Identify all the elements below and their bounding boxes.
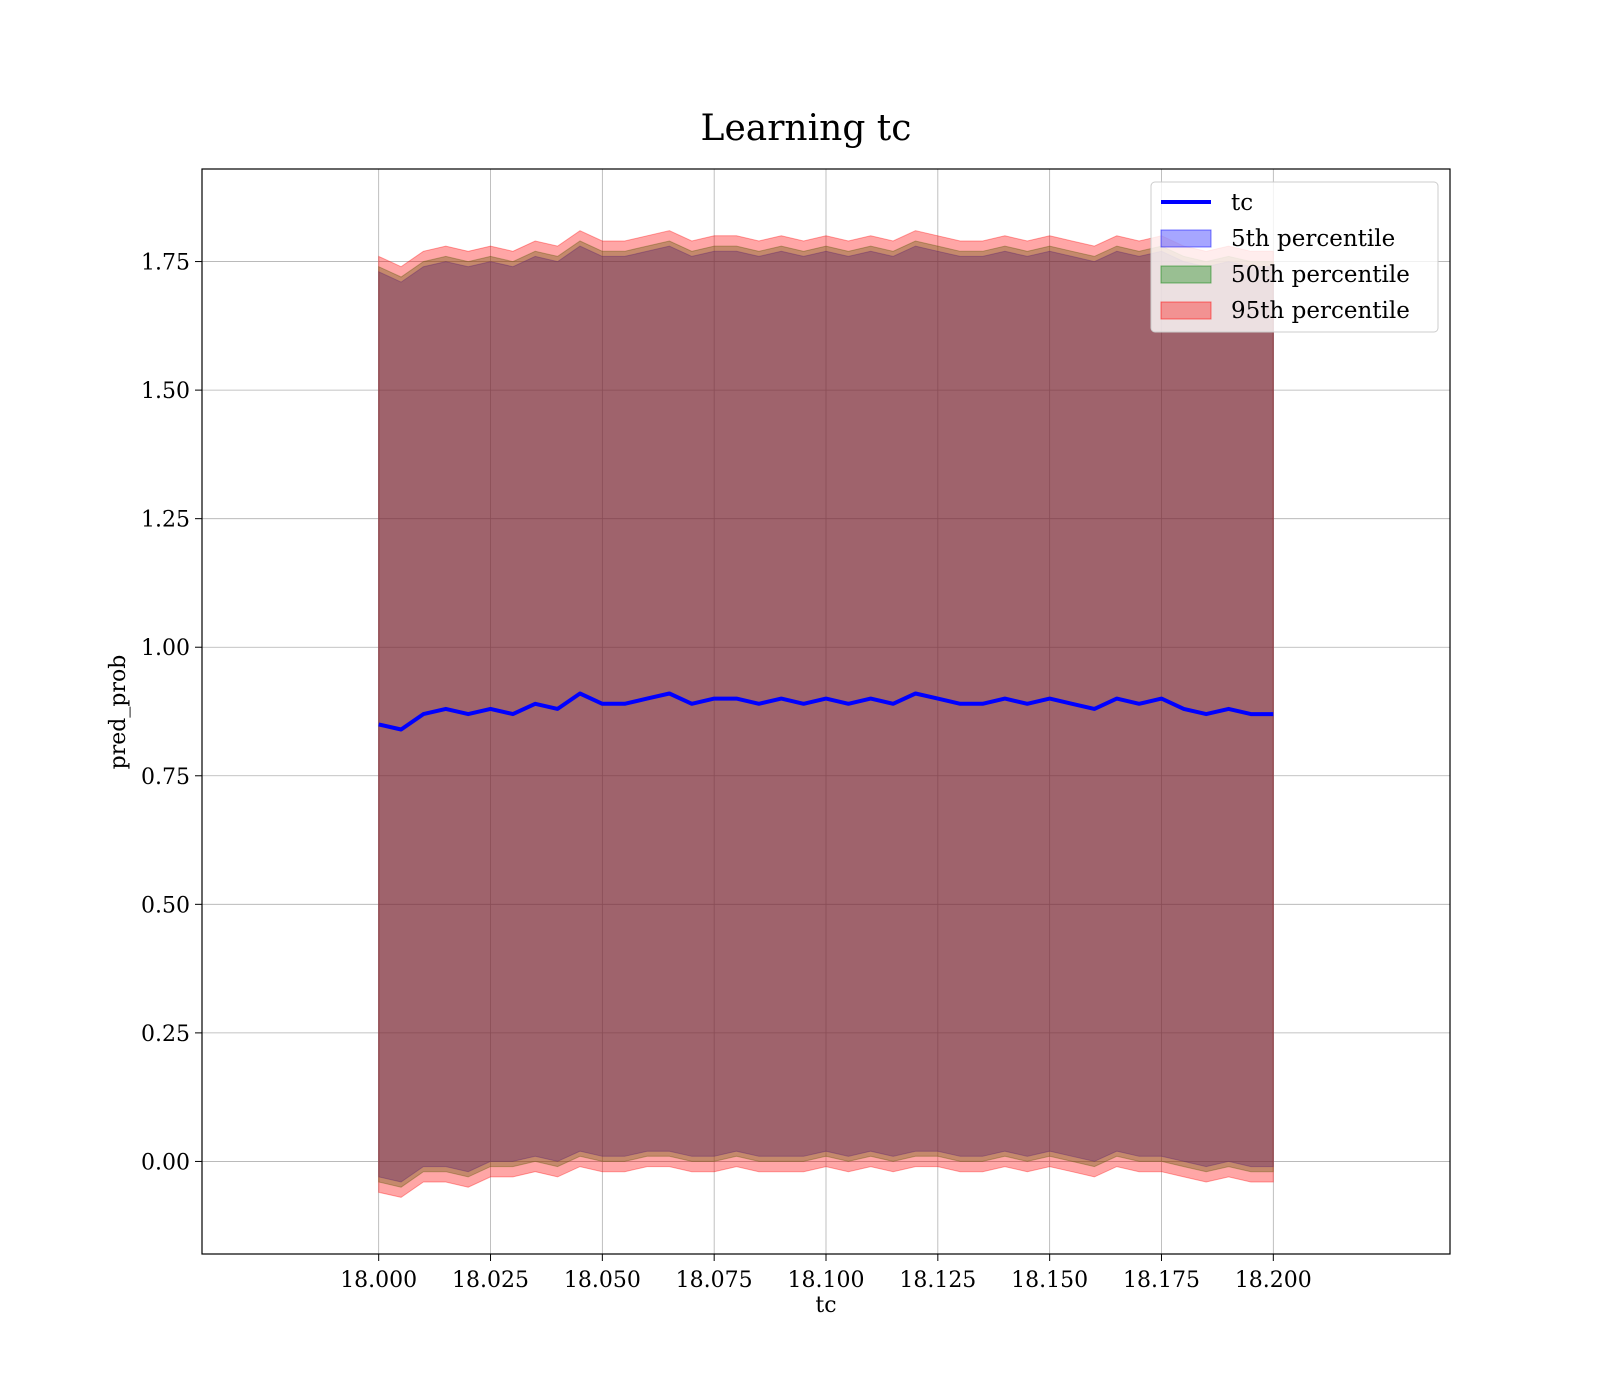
x-tick-label: 18.100 <box>788 1268 865 1293</box>
y-tick-label: 1.50 <box>141 379 190 404</box>
legend-label: tc <box>1231 190 1253 216</box>
legend-swatch-band <box>1160 301 1212 320</box>
band-95th-percentile <box>378 230 1274 1198</box>
y-tick-label: 0.75 <box>141 765 190 790</box>
percentile-bands <box>378 230 1274 1198</box>
legend-swatch-band <box>1160 229 1212 248</box>
x-tick-label: 18.025 <box>452 1268 529 1293</box>
grid-lines <box>202 169 1450 1254</box>
y-tick-label: 0.50 <box>141 893 190 918</box>
series-lines <box>378 691 1274 732</box>
line-series-tc <box>378 691 1274 732</box>
x-axis-ticks: 18.000 18.025 18.050 18.075 18.100 18.125 18.1… <box>340 1254 1312 1293</box>
x-tick-label: 18.000 <box>340 1268 417 1293</box>
legend: tc 5th percentile 50th percentile 95th perc… <box>1150 181 1439 333</box>
legend-label: 95th percentile <box>1231 298 1410 324</box>
legend-label: 5th percentile <box>1231 226 1395 252</box>
x-tick-label: 18.050 <box>564 1268 641 1293</box>
legend-box <box>1150 181 1439 333</box>
x-tick-label: 18.200 <box>1235 1268 1312 1293</box>
y-tick-label: 1.00 <box>141 636 190 661</box>
x-tick-label: 18.150 <box>1011 1268 1088 1293</box>
y-axis-label: pred_prob <box>106 655 131 770</box>
x-tick-label: 18.075 <box>676 1268 753 1293</box>
x-axis-label: tc <box>815 1293 836 1318</box>
x-tick-label: 18.175 <box>1123 1268 1200 1293</box>
legend-label: 50th percentile <box>1231 262 1410 288</box>
chart-title: Learning tc <box>701 108 912 149</box>
y-axis-ticks: 0.00 0.25 0.50 0.75 1.00 1.25 1.50 1.75 <box>141 251 202 1175</box>
band-50th-percentile <box>378 240 1274 1188</box>
y-tick-label: 1.75 <box>141 251 190 276</box>
y-tick-label: 0.00 <box>141 1150 190 1175</box>
band-5th-percentile <box>378 245 1274 1183</box>
y-tick-label: 0.25 <box>141 1022 190 1047</box>
y-tick-label: 1.25 <box>141 508 190 533</box>
legend-swatch-band <box>1160 265 1212 284</box>
x-tick-label: 18.125 <box>899 1268 976 1293</box>
